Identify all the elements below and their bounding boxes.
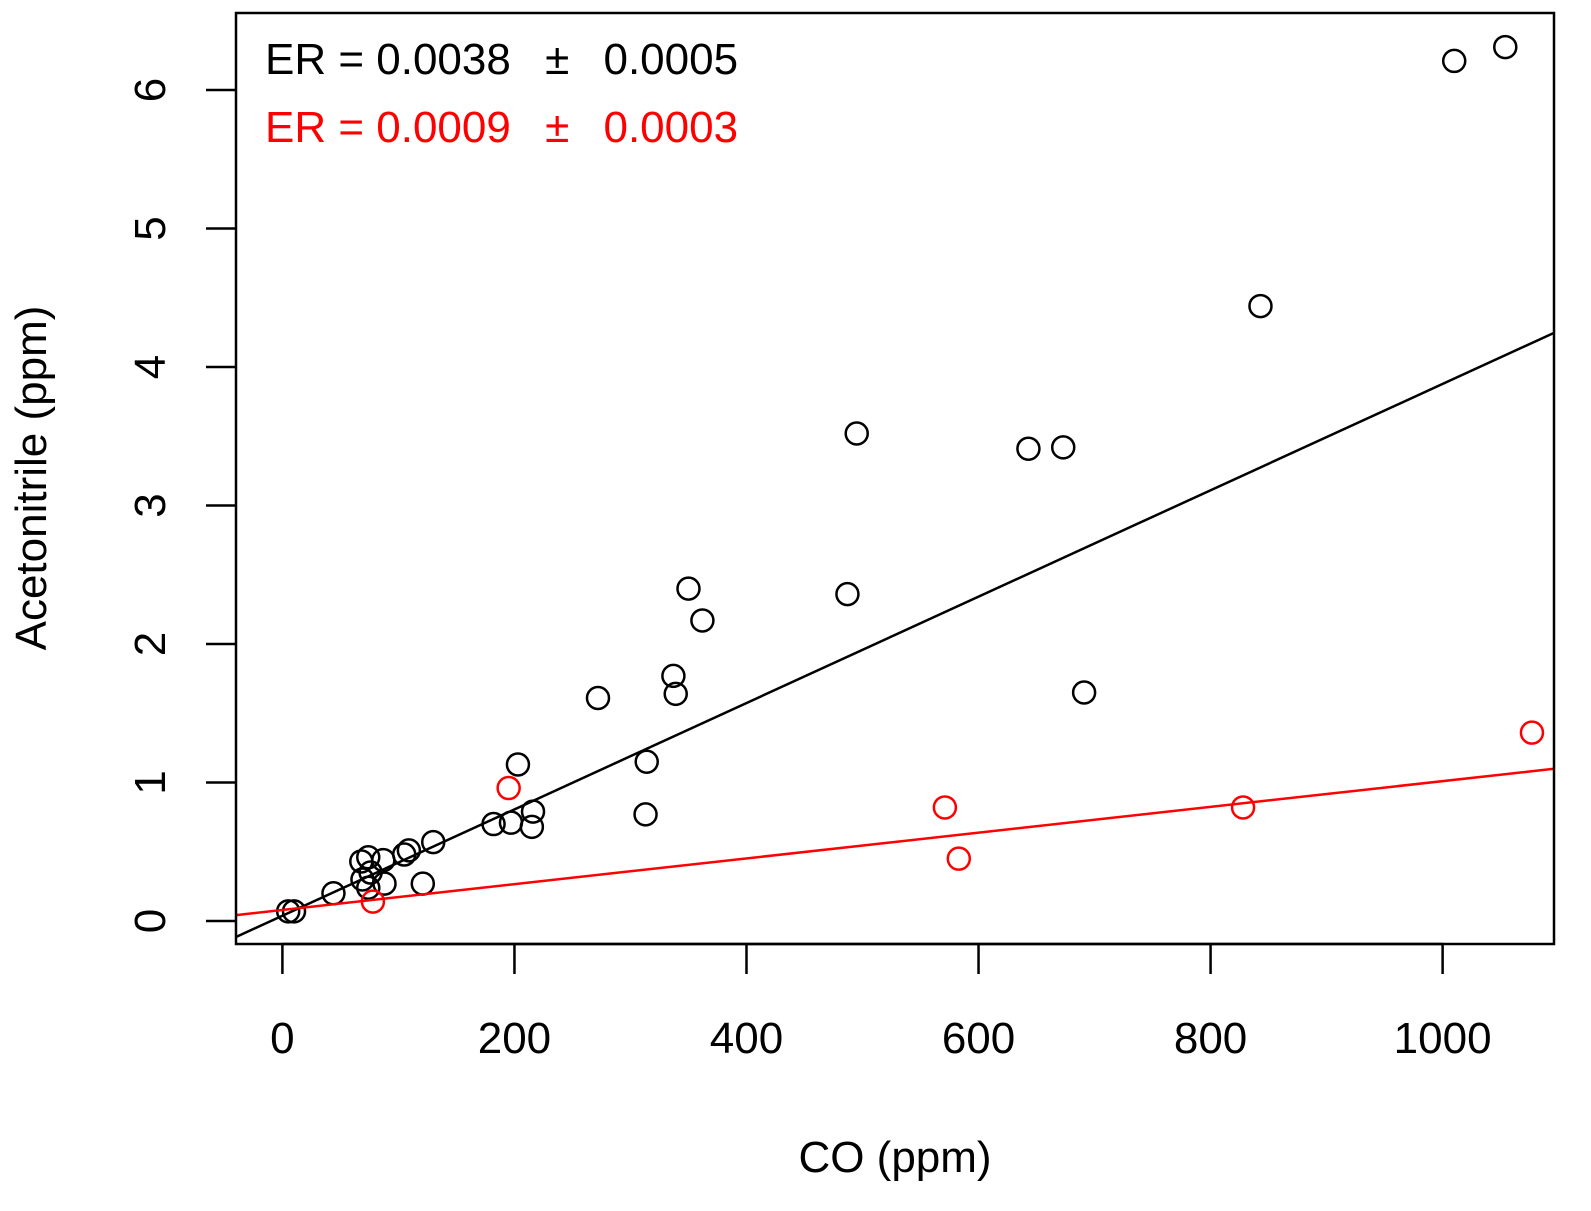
y-tick-label: 1 xyxy=(126,770,175,794)
data-point-black xyxy=(391,842,417,867)
data-point-black xyxy=(634,749,659,774)
data-point-black xyxy=(410,871,436,896)
data-point-black xyxy=(1493,34,1518,60)
x-axis: 0 200 400 600 800 1000 xyxy=(270,942,1492,1063)
data-point-black xyxy=(690,608,715,633)
data-point-black xyxy=(1050,435,1076,460)
y-tick-label: 0 xyxy=(126,909,175,933)
data-point-black xyxy=(663,681,688,707)
plus-minus: ± xyxy=(545,35,569,84)
data-point-black xyxy=(585,685,611,711)
x-tick-label: 1000 xyxy=(1394,1014,1492,1063)
data-point-black xyxy=(481,811,506,837)
data-point-red xyxy=(496,775,521,801)
data-point-black xyxy=(281,899,307,924)
data-point-black xyxy=(356,875,381,901)
x-tick-label: 400 xyxy=(710,1014,783,1063)
data-point-black xyxy=(358,860,383,885)
y-tick-label: 2 xyxy=(126,632,175,656)
data-point-black xyxy=(371,847,396,873)
data-point-black xyxy=(1441,48,1467,74)
y-tick-label: 6 xyxy=(126,78,175,102)
plot-marks xyxy=(236,34,1554,939)
y-tick-label: 3 xyxy=(126,493,175,517)
y-tick-label: 5 xyxy=(126,216,175,240)
y-axis-label: Acetonitrile (ppm) xyxy=(7,306,56,651)
plot-frame xyxy=(234,11,1556,946)
data-point-black xyxy=(420,829,446,855)
data-point-black xyxy=(1071,680,1097,705)
data-point-black xyxy=(1016,436,1041,461)
data-point-black xyxy=(676,576,701,601)
x-tick-label: 800 xyxy=(1174,1014,1247,1063)
data-point-red xyxy=(932,795,958,820)
data-point-red xyxy=(946,846,972,871)
data-point-black xyxy=(844,421,869,446)
data-point-black xyxy=(498,810,524,835)
data-point-black xyxy=(661,663,686,689)
er-annotation-black: ER = 0.0038 ± 0.0005 xyxy=(265,35,738,84)
data-point-black xyxy=(396,838,422,863)
plus-minus: ± xyxy=(545,103,569,152)
er-annotation-red: ER = 0.0009 ± 0.0003 xyxy=(265,103,738,152)
data-point-black xyxy=(505,752,531,777)
er-value: ER = 0.0009 xyxy=(265,103,511,152)
data-point-red xyxy=(360,889,386,914)
data-point-black xyxy=(835,581,860,607)
x-tick-label: 600 xyxy=(942,1014,1015,1063)
data-point-black xyxy=(633,802,658,827)
fit-line-red xyxy=(236,767,1554,917)
data-point-red xyxy=(1230,795,1256,820)
x-tick-label: 0 xyxy=(270,1014,294,1063)
data-point-black xyxy=(519,814,545,840)
x-axis-label: CO (ppm) xyxy=(798,1133,991,1182)
data-point-black xyxy=(520,799,546,824)
y-tick-label: 4 xyxy=(126,355,175,379)
er-uncertainty: 0.0005 xyxy=(603,35,738,84)
fit-line-black xyxy=(236,331,1554,939)
data-point-black xyxy=(1248,293,1273,319)
y-axis: 0 1 2 3 4 5 6 xyxy=(126,78,236,933)
er-uncertainty: 0.0003 xyxy=(603,103,738,152)
er-value: ER = 0.0038 xyxy=(265,35,511,84)
data-point-red xyxy=(1519,720,1545,745)
x-tick-label: 200 xyxy=(478,1014,551,1063)
